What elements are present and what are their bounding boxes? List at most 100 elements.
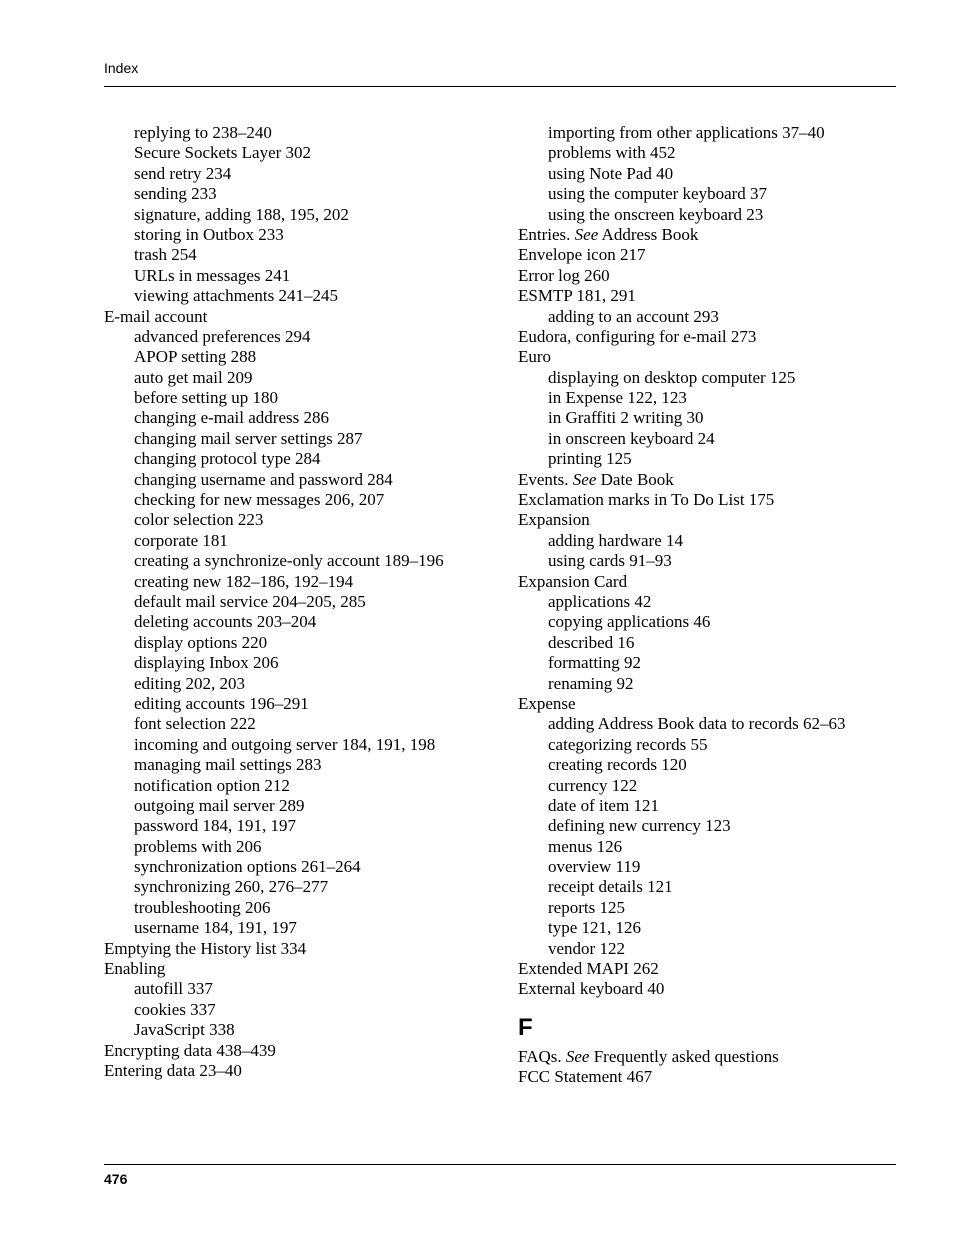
index-entry: printing 125 xyxy=(518,449,896,469)
index-entry: adding Address Book data to records 62–6… xyxy=(518,714,896,734)
index-entry: managing mail settings 283 xyxy=(104,755,482,775)
index-entry: date of item 121 xyxy=(518,796,896,816)
index-entry: Emptying the History list 334 xyxy=(104,939,482,959)
index-entry: deleting accounts 203–204 xyxy=(104,612,482,632)
index-entry: changing protocol type 284 xyxy=(104,449,482,469)
index-entry: Entries. See Address Book xyxy=(518,225,896,245)
index-entry: E-mail account xyxy=(104,307,482,327)
index-entry: storing in Outbox 233 xyxy=(104,225,482,245)
index-entry: editing 202, 203 xyxy=(104,674,482,694)
index-entry: notification option 212 xyxy=(104,776,482,796)
index-entry: problems with 452 xyxy=(518,143,896,163)
index-entry: renaming 92 xyxy=(518,674,896,694)
index-entry: in Expense 122, 123 xyxy=(518,388,896,408)
index-entry: defining new currency 123 xyxy=(518,816,896,836)
index-entry: color selection 223 xyxy=(104,510,482,530)
index-entry: type 121, 126 xyxy=(518,918,896,938)
index-entry: incoming and outgoing server 184, 191, 1… xyxy=(104,735,482,755)
index-entry: creating a synchronize-only account 189–… xyxy=(104,551,482,571)
index-entry: problems with 206 xyxy=(104,837,482,857)
index-entry: formatting 92 xyxy=(518,653,896,673)
index-entry: URLs in messages 241 xyxy=(104,266,482,286)
index-entry: send retry 234 xyxy=(104,164,482,184)
index-entry: FCC Statement 467 xyxy=(518,1067,896,1087)
index-entry: Events. See Date Book xyxy=(518,470,896,490)
left-column: replying to 238–240Secure Sockets Layer … xyxy=(104,123,482,1087)
index-entry: advanced preferences 294 xyxy=(104,327,482,347)
index-entry: in onscreen keyboard 24 xyxy=(518,429,896,449)
footer-rule xyxy=(104,1164,896,1165)
index-entry: changing username and password 284 xyxy=(104,470,482,490)
index-entry: editing accounts 196–291 xyxy=(104,694,482,714)
index-entry: cookies 337 xyxy=(104,1000,482,1020)
index-entry: displaying on desktop computer 125 xyxy=(518,368,896,388)
index-entry: in Graffiti 2 writing 30 xyxy=(518,408,896,428)
index-entry: default mail service 204–205, 285 xyxy=(104,592,482,612)
index-entry: outgoing mail server 289 xyxy=(104,796,482,816)
right-column: importing from other applications 37–40p… xyxy=(518,123,896,1087)
index-entry: using cards 91–93 xyxy=(518,551,896,571)
index-entry: autofill 337 xyxy=(104,979,482,999)
index-entry: Exclamation marks in To Do List 175 xyxy=(518,490,896,510)
index-entry: vendor 122 xyxy=(518,939,896,959)
running-header: Index xyxy=(104,60,896,76)
index-entry: applications 42 xyxy=(518,592,896,612)
index-entry: APOP setting 288 xyxy=(104,347,482,367)
index-entry: displaying Inbox 206 xyxy=(104,653,482,673)
index-entry: Expansion xyxy=(518,510,896,530)
index-entry: described 16 xyxy=(518,633,896,653)
index-entry: Secure Sockets Layer 302 xyxy=(104,143,482,163)
index-entry: Expense xyxy=(518,694,896,714)
index-entry: currency 122 xyxy=(518,776,896,796)
index-entry: copying applications 46 xyxy=(518,612,896,632)
index-entry: overview 119 xyxy=(518,857,896,877)
index-entry: Enabling xyxy=(104,959,482,979)
index-entry: categorizing records 55 xyxy=(518,735,896,755)
index-entry: viewing attachments 241–245 xyxy=(104,286,482,306)
index-entry: creating records 120 xyxy=(518,755,896,775)
index-entry: replying to 238–240 xyxy=(104,123,482,143)
index-entry: synchronizing 260, 276–277 xyxy=(104,877,482,897)
index-entry: username 184, 191, 197 xyxy=(104,918,482,938)
index-entry: changing mail server settings 287 xyxy=(104,429,482,449)
index-entry: adding to an account 293 xyxy=(518,307,896,327)
index-entry: before setting up 180 xyxy=(104,388,482,408)
index-entry: font selection 222 xyxy=(104,714,482,734)
index-entry: JavaScript 338 xyxy=(104,1020,482,1040)
index-entry: password 184, 191, 197 xyxy=(104,816,482,836)
index-entry: corporate 181 xyxy=(104,531,482,551)
index-entry: Extended MAPI 262 xyxy=(518,959,896,979)
index-entry: Euro xyxy=(518,347,896,367)
index-entry: sending 233 xyxy=(104,184,482,204)
index-entry: Expansion Card xyxy=(518,572,896,592)
index-entry: troubleshooting 206 xyxy=(104,898,482,918)
index-entry: checking for new messages 206, 207 xyxy=(104,490,482,510)
index-entry: Error log 260 xyxy=(518,266,896,286)
index-entry: ESMTP 181, 291 xyxy=(518,286,896,306)
index-entry: Encrypting data 438–439 xyxy=(104,1041,482,1061)
page: Index replying to 238–240Secure Sockets … xyxy=(0,0,954,1235)
index-entry: Entering data 23–40 xyxy=(104,1061,482,1081)
index-entry: using Note Pad 40 xyxy=(518,164,896,184)
page-number: 476 xyxy=(104,1171,896,1187)
index-entry: changing e-mail address 286 xyxy=(104,408,482,428)
index-entry: importing from other applications 37–40 xyxy=(518,123,896,143)
index-entry: receipt details 121 xyxy=(518,877,896,897)
index-entry: auto get mail 209 xyxy=(104,368,482,388)
index-entry: Envelope icon 217 xyxy=(518,245,896,265)
index-entry: using the computer keyboard 37 xyxy=(518,184,896,204)
index-entry: using the onscreen keyboard 23 xyxy=(518,205,896,225)
index-entry: External keyboard 40 xyxy=(518,979,896,999)
index-entry: trash 254 xyxy=(104,245,482,265)
footer: 476 xyxy=(104,1164,896,1187)
section-heading: F xyxy=(518,1014,896,1043)
index-columns: replying to 238–240Secure Sockets Layer … xyxy=(104,123,896,1087)
index-entry: adding hardware 14 xyxy=(518,531,896,551)
index-entry: reports 125 xyxy=(518,898,896,918)
index-entry: menus 126 xyxy=(518,837,896,857)
index-entry: FAQs. See Frequently asked questions xyxy=(518,1047,896,1067)
index-entry: signature, adding 188, 195, 202 xyxy=(104,205,482,225)
index-entry: synchronization options 261–264 xyxy=(104,857,482,877)
index-entry: creating new 182–186, 192–194 xyxy=(104,572,482,592)
index-entry: display options 220 xyxy=(104,633,482,653)
